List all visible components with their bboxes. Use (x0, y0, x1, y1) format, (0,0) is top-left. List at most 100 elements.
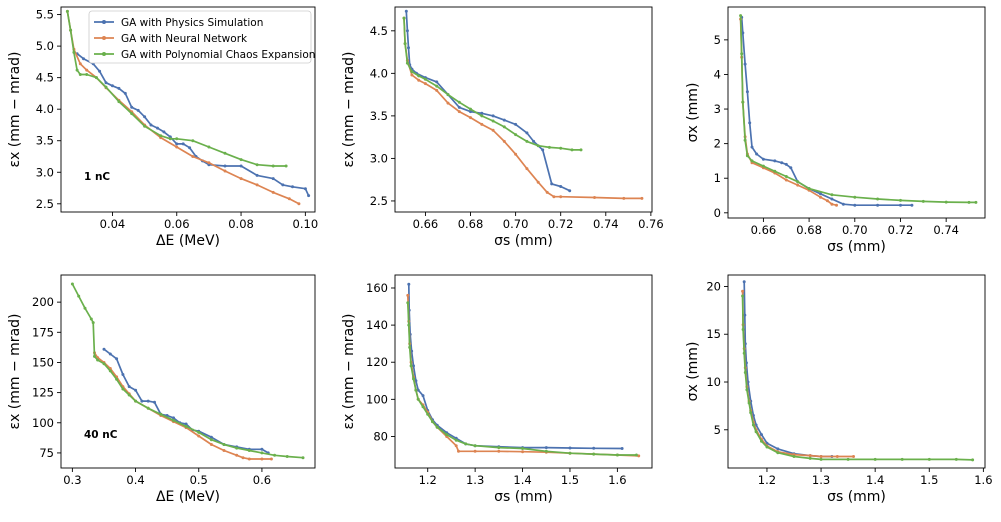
data-point (301, 456, 305, 460)
data-point (784, 178, 788, 182)
data-point (457, 100, 461, 104)
y-axis-label: σx (mm) (685, 342, 701, 402)
series-line-3 (406, 302, 637, 456)
data-point (502, 139, 506, 143)
data-point (835, 455, 839, 458)
data-point (748, 121, 752, 125)
data-point (745, 154, 749, 158)
y-tick-label: 5.0 (36, 39, 54, 53)
data-point (552, 195, 556, 199)
data-point (83, 306, 87, 310)
x-tick-label: 0.76 (638, 217, 664, 231)
data-point (835, 203, 838, 207)
data-point (412, 377, 415, 381)
x-tick-label: 0.4 (126, 473, 144, 487)
data-point (525, 131, 529, 135)
data-point (480, 114, 484, 118)
data-point (108, 369, 112, 373)
data-point (464, 442, 468, 446)
y-tick-label: 4.0 (36, 102, 54, 116)
data-point (830, 193, 834, 197)
data-point (159, 412, 163, 416)
x-tick-label: 0.68 (458, 217, 484, 231)
data-point (754, 430, 758, 434)
subplot-4: 0.3 0.4 0.5 0.6 75 100 125 150 175 200 ΔE (MeV) εx … (7, 274, 316, 505)
y-tick-label: 2 (714, 137, 721, 151)
y-axis-label: εx (mm − mrad) (341, 314, 357, 430)
data-point (521, 447, 525, 450)
data-point (927, 457, 931, 461)
data-point (410, 73, 414, 77)
y-tick-label: 100 (32, 416, 54, 430)
data-point (104, 81, 108, 85)
y-tick-label: 160 (366, 281, 388, 295)
axes-frame (394, 274, 653, 469)
data-point (102, 347, 106, 351)
y-tick-label: 125 (32, 386, 54, 400)
data-point (184, 422, 188, 426)
x-axis-label: σs (mm) (827, 239, 886, 255)
y-tick-label: 3.0 (370, 151, 388, 165)
data-point (521, 450, 525, 454)
annotation: 1 nC (84, 171, 110, 183)
x-tick-label: 0.74 (933, 223, 959, 237)
data-point (408, 345, 412, 349)
x-tick-label: 1.5 (561, 473, 579, 487)
data-point (971, 458, 975, 462)
data-point (406, 301, 410, 305)
x-tick-label: 1.3 (812, 473, 830, 487)
data-point (743, 62, 747, 66)
data-point (550, 182, 554, 186)
data-point (96, 358, 100, 362)
series-line-3 (71, 283, 304, 459)
data-point (407, 282, 411, 286)
data-point (808, 456, 812, 460)
data-point (65, 9, 69, 13)
data-point (239, 177, 243, 181)
series-line-2 (403, 18, 642, 200)
data-point (525, 139, 529, 143)
data-point (110, 84, 114, 88)
series-line-1 (405, 11, 571, 192)
y-tick-label: 175 (32, 325, 54, 339)
data-point (70, 282, 74, 286)
data-point (222, 443, 226, 446)
data-point (568, 446, 572, 450)
data-point (640, 196, 644, 200)
data-point (162, 130, 166, 134)
data-point (491, 114, 495, 118)
data-point (175, 137, 179, 141)
data-point (491, 119, 495, 123)
data-point (446, 93, 450, 97)
data-point (255, 163, 259, 167)
data-point (75, 68, 79, 72)
y-tick-label: 4.0 (370, 66, 388, 80)
data-point (622, 196, 626, 200)
x-tick-label: 1.2 (758, 473, 776, 487)
data-point (446, 101, 450, 105)
data-point (78, 62, 82, 66)
y-tick-label: 4.5 (370, 24, 388, 38)
y-tick-label: 100 (366, 392, 388, 406)
data-point (123, 91, 127, 95)
data-point (469, 107, 472, 111)
data-point (454, 438, 458, 442)
data-point (209, 443, 213, 446)
data-point (634, 453, 638, 457)
data-point (416, 397, 420, 401)
axes-frame (727, 274, 986, 469)
y-axis-label: εx (mm − mrad) (341, 52, 357, 168)
y-tick-label: 75 (39, 446, 54, 460)
data-point (873, 457, 877, 461)
x-tick-label: 0.74 (593, 217, 619, 231)
data-point (741, 31, 745, 35)
data-point (853, 203, 857, 207)
data-point (423, 77, 427, 81)
data-point (755, 152, 759, 156)
data-point (247, 449, 251, 452)
data-point (974, 200, 978, 204)
x-tick-label: 0.70 (842, 223, 868, 237)
data-point (789, 166, 793, 170)
series-line-3 (741, 295, 973, 461)
data-point (776, 447, 780, 451)
